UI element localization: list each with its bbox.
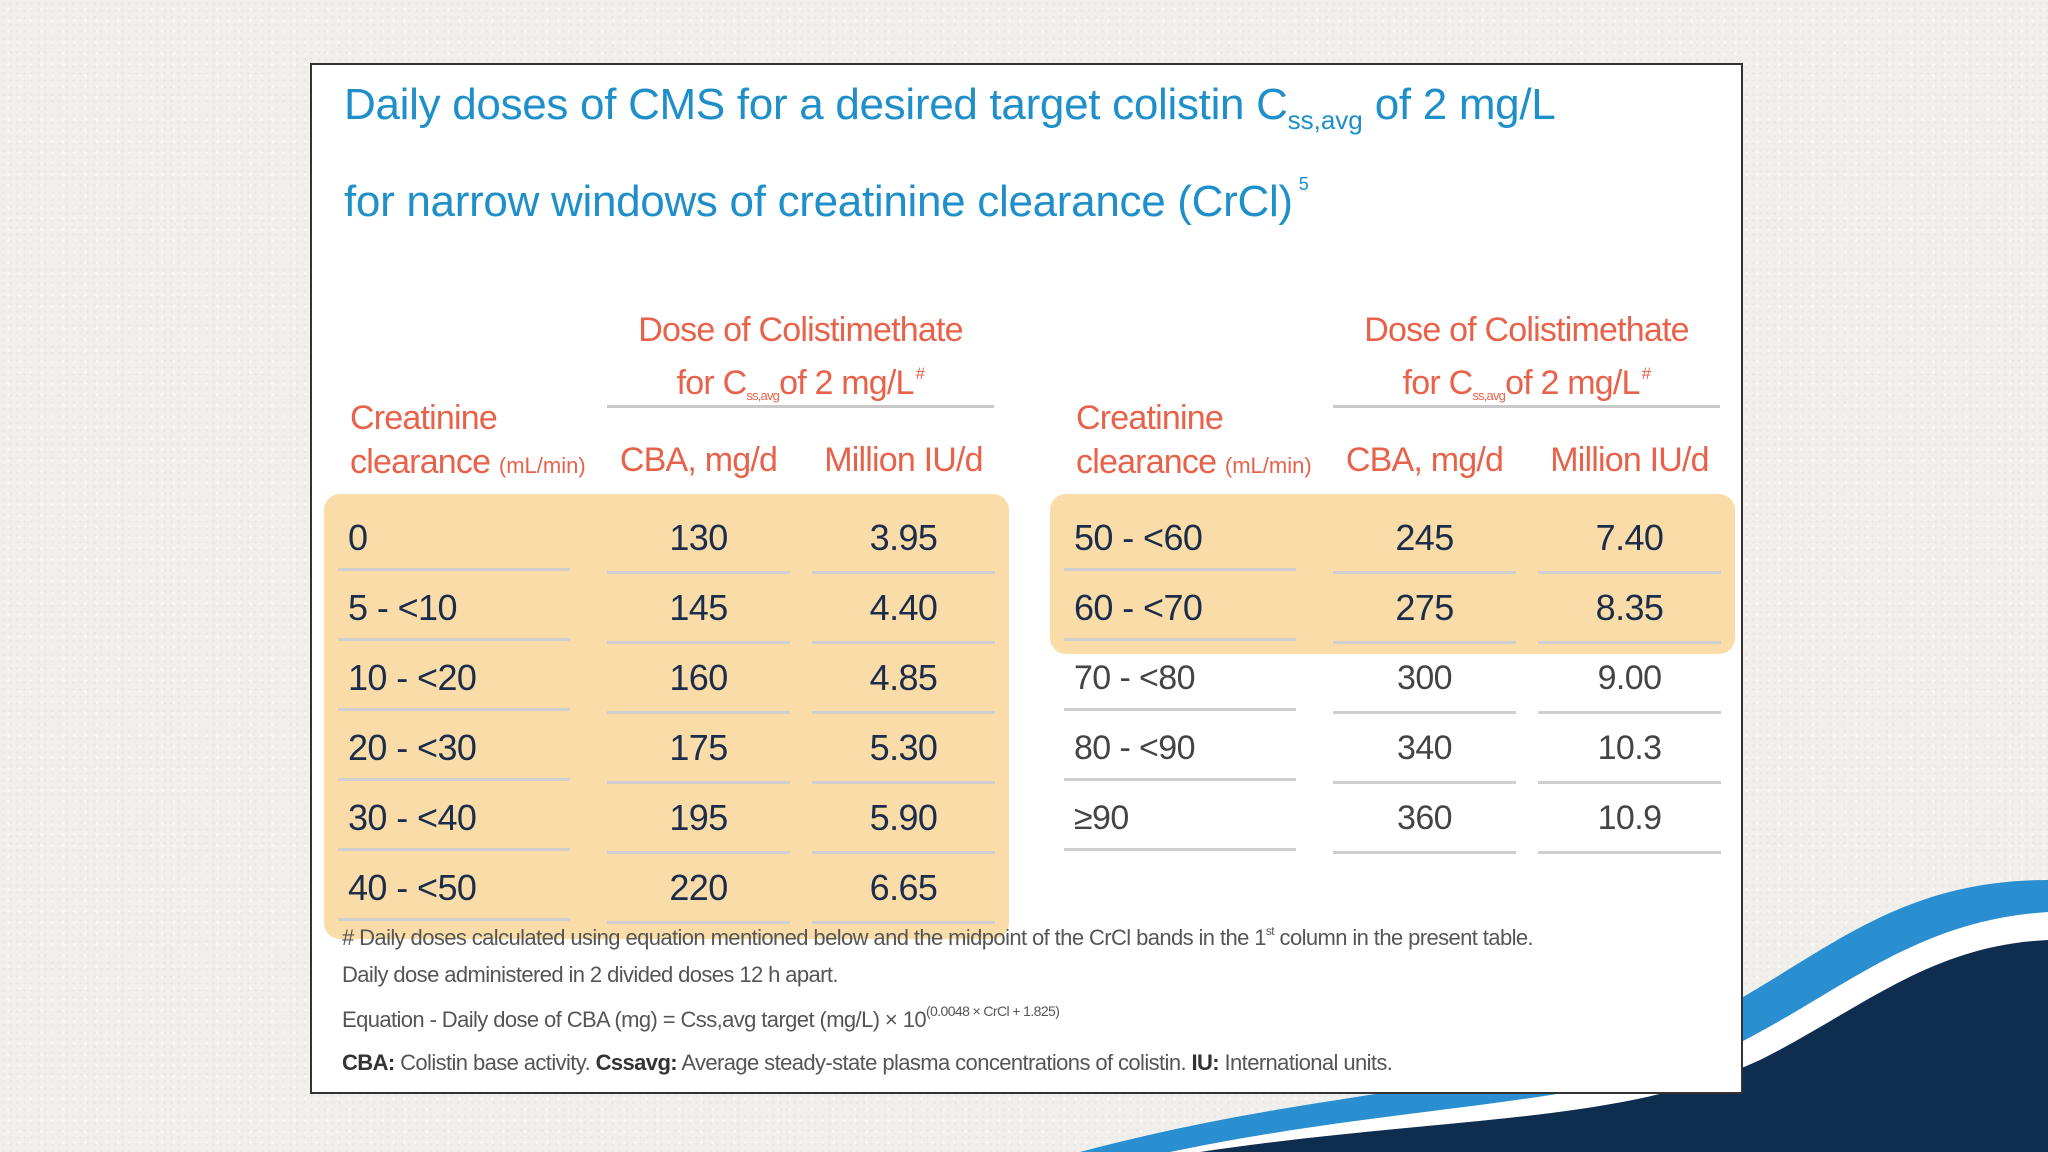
crcl-cell: 80 - <90 bbox=[1064, 715, 1296, 781]
dose-header-rule bbox=[1333, 405, 1720, 408]
table-row: 0 130 3.95 bbox=[324, 505, 1024, 575]
miu-cell: 4.85 bbox=[812, 645, 995, 714]
miu-cell: 4.40 bbox=[812, 575, 995, 644]
table-row: 80 - <90 340 10.3 bbox=[1050, 715, 1750, 785]
cba-cell: 175 bbox=[607, 715, 790, 784]
equation-line: Equation - Daily dose of CBA (mg) = Css,… bbox=[342, 1003, 1060, 1032]
right-highlight bbox=[1050, 494, 1735, 654]
crcl-cell: 30 - <40 bbox=[338, 785, 570, 851]
title-reference: 5 bbox=[1298, 174, 1309, 194]
miu-cell: 10.3 bbox=[1538, 715, 1721, 784]
miu-column-header: Million IU/d bbox=[824, 441, 983, 479]
dosing-card: Daily doses of CMS for a desired target … bbox=[310, 63, 1743, 1094]
dose-header-line2: for Css,avgof 2 mg/L # bbox=[676, 364, 925, 403]
miu-cell: 8.35 bbox=[1538, 575, 1721, 644]
miu-cell: 7.40 bbox=[1538, 505, 1721, 574]
miu-cell: 3.95 bbox=[812, 505, 995, 574]
crcl-cell: 50 - <60 bbox=[1064, 505, 1296, 571]
table-row: 10 - <20 160 4.85 bbox=[324, 645, 1024, 715]
miu-cell: 10.9 bbox=[1538, 785, 1721, 854]
miu-column-header: Million IU/d bbox=[1550, 441, 1709, 479]
cba-cell: 245 bbox=[1333, 505, 1516, 574]
wave-dark-band bbox=[1200, 940, 2048, 1152]
dose-header-line1: Dose of Colistimethate bbox=[1364, 311, 1689, 349]
table-row: 70 - <80 300 9.00 bbox=[1050, 645, 1750, 715]
title-line2: for narrow windows of creatinine clearan… bbox=[344, 177, 1293, 226]
crcl-cell: ≥90 bbox=[1064, 785, 1296, 851]
crcl-cell: 10 - <20 bbox=[338, 645, 570, 711]
miu-cell: 9.00 bbox=[1538, 645, 1721, 714]
table-row: 50 - <60 245 7.40 bbox=[1050, 505, 1750, 575]
left-dose-table: Dose of Colistimethate for Css,avgof 2 m… bbox=[324, 240, 1024, 940]
cba-cell: 360 bbox=[1333, 785, 1516, 854]
dose-header-rule bbox=[607, 405, 994, 408]
dose-header-line2: for Css,avgof 2 mg/L # bbox=[1402, 364, 1651, 403]
table-row: 40 - <50 220 6.65 bbox=[324, 855, 1024, 925]
footnotes: # Daily doses calculated using equation … bbox=[342, 913, 1727, 1081]
crcl-cell: 20 - <30 bbox=[338, 715, 570, 781]
table-row: ≥90 360 10.9 bbox=[1050, 785, 1750, 855]
cba-column-header: CBA, mg/d bbox=[619, 441, 778, 479]
footnote-line2: Daily dose administered in 2 divided dos… bbox=[342, 962, 839, 987]
miu-cell: 5.30 bbox=[812, 715, 995, 784]
cba-cell: 195 bbox=[607, 785, 790, 854]
cba-column-header: CBA, mg/d bbox=[1345, 441, 1504, 479]
footnote-line1: # Daily doses calculated using equation … bbox=[342, 924, 1534, 950]
dose-header: Dose of Colistimethate for Css,avgof 2 m… bbox=[1333, 308, 1720, 403]
cba-cell: 300 bbox=[1333, 645, 1516, 714]
table-row: 20 - <30 175 5.30 bbox=[324, 715, 1024, 785]
table-row: 30 - <40 195 5.90 bbox=[324, 785, 1024, 855]
dose-header: Dose of Colistimethate for Css,avgof 2 m… bbox=[607, 308, 994, 403]
table-row: 5 - <10 145 4.40 bbox=[324, 575, 1024, 645]
cba-cell: 130 bbox=[607, 505, 790, 574]
title-subscript: ss,avg bbox=[1287, 105, 1363, 135]
crcl-cell: 40 - <50 bbox=[338, 855, 570, 921]
crcl-cell: 70 - <80 bbox=[1064, 645, 1296, 711]
cba-cell: 160 bbox=[607, 645, 790, 714]
miu-cell: 5.90 bbox=[812, 785, 995, 854]
crcl-header: Creatinine clearance (mL/min) bbox=[1076, 399, 1312, 481]
crcl-cell: 0 bbox=[338, 505, 570, 571]
title-line1: Daily doses of CMS for a desired target … bbox=[344, 80, 1288, 129]
right-dose-table: Dose of Colistimethate for Css,avgof 2 m… bbox=[1050, 240, 1750, 940]
cba-cell: 275 bbox=[1333, 575, 1516, 644]
abbreviation-definitions: CBA: Colistin base activity. Cssavg: Ave… bbox=[342, 1050, 1393, 1075]
crcl-header: Creatinine clearance (mL/min) bbox=[350, 399, 586, 481]
crcl-cell: 60 - <70 bbox=[1064, 575, 1296, 641]
cba-cell: 340 bbox=[1333, 715, 1516, 784]
table-row: 60 - <70 275 8.35 bbox=[1050, 575, 1750, 645]
cba-cell: 145 bbox=[607, 575, 790, 644]
title-line1-end: of 2 mg/L bbox=[1362, 80, 1556, 129]
crcl-cell: 5 - <10 bbox=[338, 575, 570, 641]
dose-header-line1: Dose of Colistimethate bbox=[638, 311, 963, 349]
miu-cell: 6.65 bbox=[812, 855, 995, 924]
card-title: Daily doses of CMS for a desired target … bbox=[344, 73, 1714, 234]
cba-cell: 220 bbox=[607, 855, 790, 924]
